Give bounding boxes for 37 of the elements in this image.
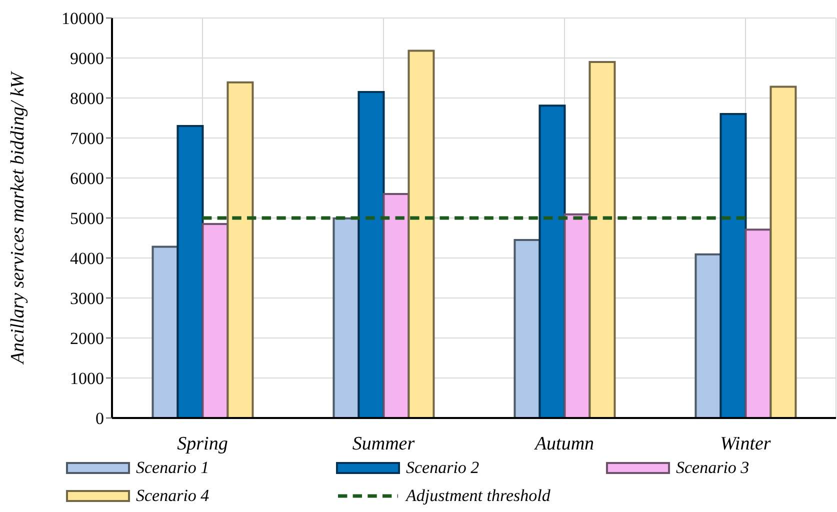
- bar: [152, 246, 179, 418]
- y-tick-label: 10000: [62, 9, 104, 28]
- bar: [202, 223, 229, 418]
- x-tick-label: Summer: [352, 433, 416, 454]
- bar: [770, 86, 797, 418]
- bar: [176, 125, 204, 418]
- y-axis-title: Ancillary services market bidding/ kW: [8, 70, 29, 366]
- bar: [538, 104, 566, 418]
- bar: [564, 213, 591, 418]
- legend-label: Adjustment threshold: [406, 486, 550, 506]
- legend-label: Scenario 1: [136, 458, 210, 478]
- bar: [382, 193, 410, 418]
- y-tick-label: 7000: [70, 129, 104, 148]
- y-tick-label: 6000: [70, 169, 104, 188]
- bar: [720, 113, 747, 418]
- y-tick-label: 8000: [70, 89, 104, 108]
- y-tick-label: 2000: [70, 329, 104, 348]
- legend-label: Scenario 2: [406, 458, 480, 478]
- bar: [588, 61, 616, 418]
- x-tick-label: Spring: [177, 433, 228, 454]
- y-tick-label: 4000: [70, 249, 104, 268]
- bar: [694, 253, 722, 418]
- y-tick-label: 1000: [70, 369, 104, 388]
- y-tick-label: 5000: [70, 209, 104, 228]
- legend-label: Scenario 3: [676, 458, 750, 478]
- bar: [744, 228, 772, 418]
- bar: [332, 217, 360, 418]
- bar: [226, 81, 254, 418]
- bar: [514, 239, 541, 418]
- bar: [358, 91, 385, 418]
- legend-label: Scenario 4: [136, 486, 210, 506]
- bar: [408, 50, 435, 418]
- x-tick-label: Autumn: [532, 433, 594, 454]
- y-tick-label: 3000: [70, 289, 104, 308]
- y-tick-label: 9000: [70, 49, 104, 68]
- y-tick-label: 0: [96, 409, 104, 428]
- x-tick-label: Winter: [720, 433, 772, 454]
